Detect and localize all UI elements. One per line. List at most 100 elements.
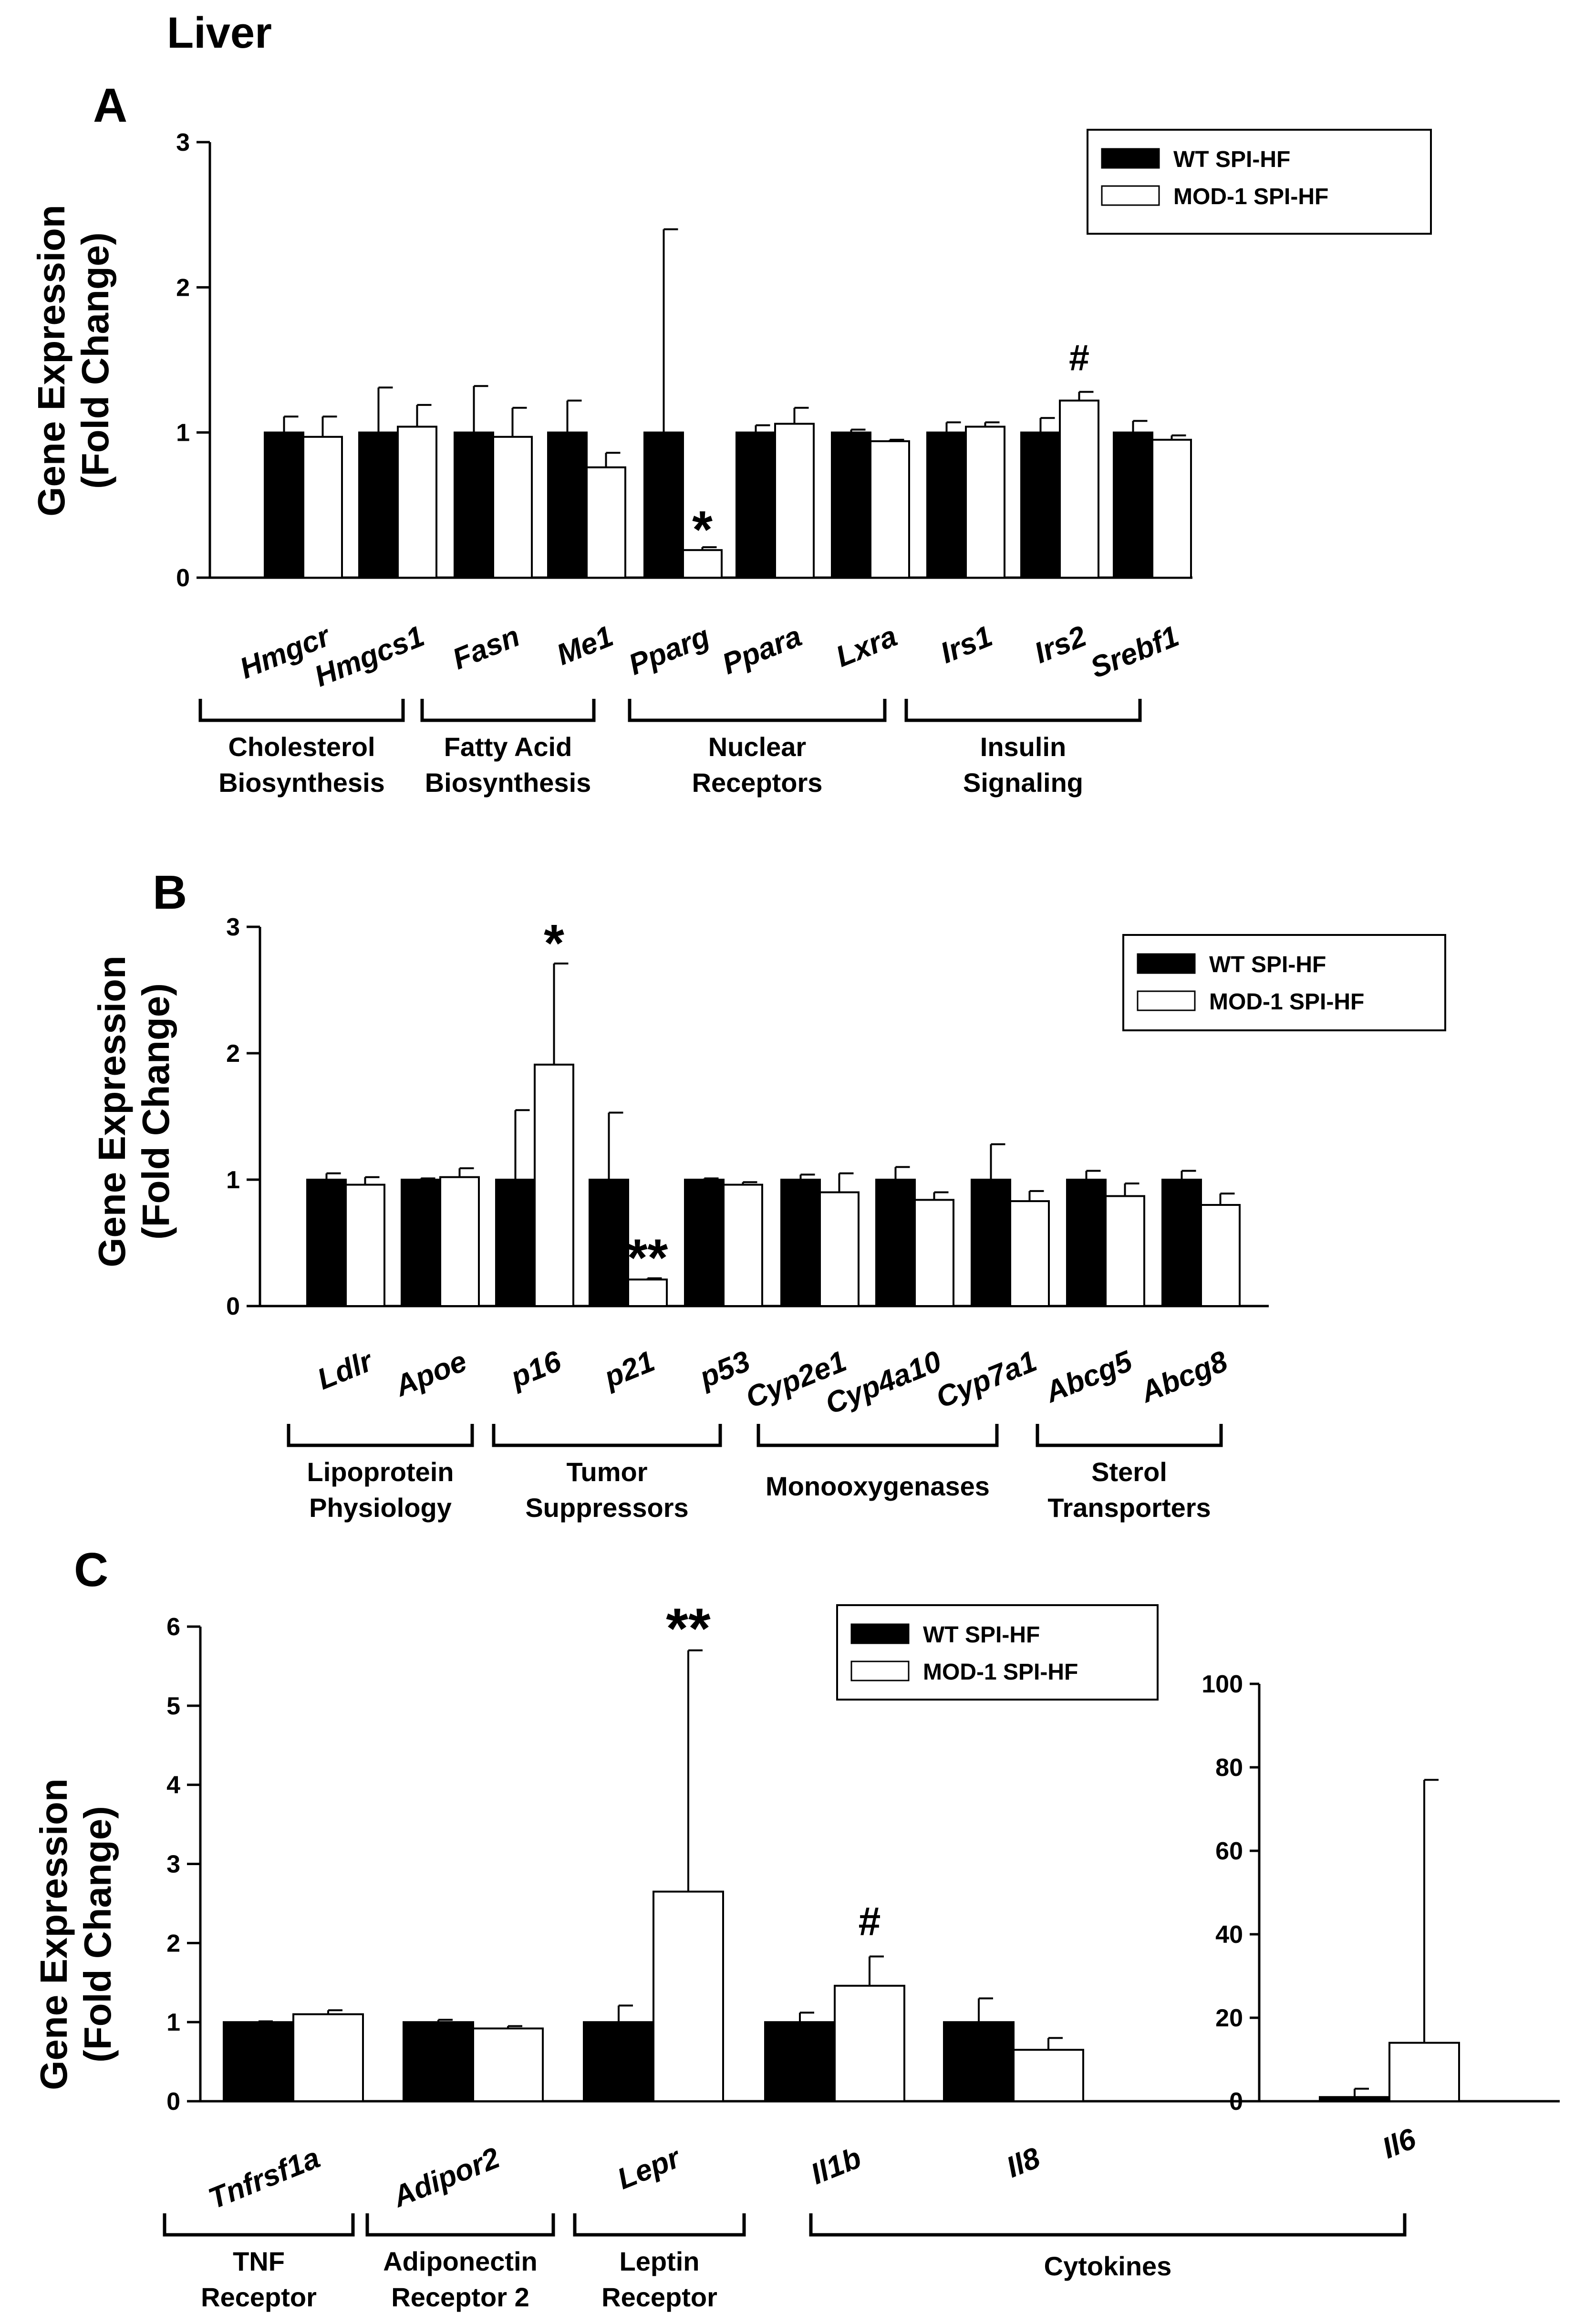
- group-bracket: [1036, 1424, 1223, 1447]
- gene-label-Tnfrsf1a: Tnfrsf1a: [204, 2141, 325, 2216]
- group-label-line1: Sterol: [1091, 1457, 1167, 1487]
- group-label-line1: Cholesterol: [228, 732, 375, 762]
- bar-mod-Irs1: [965, 425, 1005, 579]
- group-label-line1: Nuclear: [708, 732, 806, 762]
- panel-label-B: B: [153, 866, 187, 919]
- gene-label-Hmgcs1: Hmgcs1: [310, 620, 429, 693]
- y-axis-title-line1: Gene Expression: [32, 1778, 75, 2090]
- bar-mod-Hmgcr: [302, 436, 343, 579]
- bar-wt-Abcg8: [1161, 1179, 1202, 1307]
- bar-mod-p53: [723, 1183, 763, 1307]
- y-axis-title-C: Gene Expression(Fold Change): [32, 1778, 119, 2090]
- gene-label-Adipor2: Adipor2: [387, 2141, 504, 2214]
- bar-wt-Apoe: [401, 1179, 441, 1307]
- gene-label-Abcg5: Abcg5: [1040, 1344, 1138, 1409]
- group-bracket: [904, 699, 1142, 722]
- legend-label-wt: WT SPI-HF: [923, 1622, 1040, 1648]
- group-bracket: [573, 2213, 746, 2237]
- bar-mod-Hmgcs1: [397, 425, 437, 579]
- y-tick-label-A: 2: [176, 274, 190, 301]
- group-label-line1: Insulin: [980, 732, 1066, 762]
- legend-swatch-mod: [850, 1660, 910, 1681]
- panel-label-C: C: [74, 1543, 108, 1597]
- gene-label-Srebf1: Srebf1: [1086, 620, 1183, 685]
- y-tick-label-B: 2: [226, 1040, 240, 1068]
- gene-label-p16: p16: [505, 1345, 566, 1395]
- group-bracket: [163, 2213, 355, 2237]
- group-label-line1: Fatty Acid: [444, 732, 572, 762]
- legend-swatch-wt: [1137, 953, 1196, 974]
- gene-label-Il6: Il6: [1378, 2122, 1420, 2165]
- legend-label-mod: MOD-1 SPI-HF: [923, 1660, 1078, 1685]
- gene-label-Ldlr: Ldlr: [313, 1344, 378, 1396]
- gene-label-Cyp7a1: Cyp7a1: [932, 1345, 1041, 1415]
- y-tick-label-C: 5: [166, 1692, 180, 1720]
- bar-mod-Cyp7a1: [1009, 1200, 1050, 1307]
- bar-wt-Tnfrsf1a: [223, 2021, 294, 2102]
- y-tick-label-A: 3: [176, 129, 190, 156]
- y-tick-label-C: 2: [166, 1930, 180, 1957]
- y-tick-label-B: 1: [226, 1166, 240, 1194]
- y-tick-label-C-inset: 60: [1215, 1837, 1243, 1865]
- significance-marker: **: [627, 1229, 668, 1287]
- bar-wt-p16: [495, 1179, 536, 1307]
- group-label-line2: Receptors: [692, 768, 823, 798]
- bar-mod-Ldlr: [345, 1183, 385, 1307]
- bar-wt-Adipor2: [403, 2021, 474, 2102]
- bar-wt-Irs2: [1020, 431, 1061, 579]
- bar-wt-Lepr: [583, 2021, 654, 2102]
- gene-label-Fasn: Fasn: [448, 620, 524, 676]
- gene-label-Pparg: Pparg: [624, 620, 714, 682]
- gene-label-Lepr: Lepr: [613, 2141, 686, 2196]
- group-bracket: [198, 699, 405, 722]
- legend-swatch-mod: [1101, 185, 1160, 206]
- bar-wt-Cyp2e1: [780, 1179, 821, 1307]
- gene-label-Irs1: Irs1: [936, 620, 997, 670]
- group-label-line2: Biosynthesis: [425, 768, 591, 798]
- y-tick-label-B: 3: [226, 913, 240, 941]
- y-tick-label-C: 1: [166, 2009, 180, 2036]
- significance-marker: **: [666, 1597, 711, 1660]
- y-axis-title-line2: (Fold Change): [76, 1806, 119, 2063]
- bar-wt-Cyp4a10: [875, 1179, 916, 1307]
- y-tick-label-A: 0: [176, 564, 190, 592]
- legend-box-B: [1122, 934, 1446, 1031]
- bar-wt-Cyp7a1: [971, 1179, 1011, 1307]
- y-axis-title-line2: (Fold Change): [135, 983, 177, 1240]
- group-label-line2: Signaling: [963, 768, 1083, 798]
- significance-marker: *: [544, 914, 564, 973]
- bar-wt-Fasn: [454, 431, 494, 579]
- group-bracket: [287, 1424, 474, 1447]
- figure-title: Liver: [167, 9, 272, 57]
- y-tick-label-C-inset: 80: [1215, 1754, 1243, 1782]
- bar-mod-Me1: [586, 466, 626, 579]
- gene-label-Il8: Il8: [1002, 2141, 1045, 2184]
- y-tick-label-C: 0: [166, 2088, 180, 2116]
- legend-label-mod: MOD-1 SPI-HF: [1209, 989, 1364, 1015]
- gene-label-Irs2: Irs2: [1030, 620, 1091, 670]
- group-label-line1: Adiponectin: [383, 2246, 538, 2276]
- gene-label-Lxra: Lxra: [831, 620, 901, 674]
- y-tick-label-C: 3: [166, 1851, 180, 1878]
- gene-label-Me1: Me1: [552, 620, 618, 672]
- group-label-line1: TNF: [233, 2246, 285, 2276]
- bar-wt-Lxra: [831, 431, 871, 579]
- group-label-line1: Leptin: [620, 2246, 700, 2276]
- y-axis-title-B: Gene Expression(Fold Change): [91, 955, 177, 1267]
- legend-swatch-wt: [1101, 148, 1160, 169]
- bar-wt-Irs1: [926, 431, 967, 579]
- bar-mod-Fasn: [492, 436, 533, 579]
- gene-label-Ppara: Ppara: [718, 620, 807, 681]
- bar-mod-Il6: [1388, 2042, 1460, 2102]
- bar-wt-Srebf1: [1113, 431, 1153, 579]
- bar-mod-Cyp4a10: [914, 1199, 954, 1307]
- y-tick-label-A: 1: [176, 419, 190, 447]
- y-tick-label-C-inset: 0: [1229, 2088, 1243, 2116]
- bar-mod-Abcg8: [1200, 1204, 1241, 1307]
- bar-wt-Pparg: [643, 431, 684, 579]
- group-label: Monooxygenases: [766, 1471, 990, 1501]
- legend-swatch-mod: [1137, 990, 1196, 1011]
- gene-label-Apoe: Apoe: [390, 1345, 471, 1403]
- legend-box-C: [836, 1604, 1159, 1701]
